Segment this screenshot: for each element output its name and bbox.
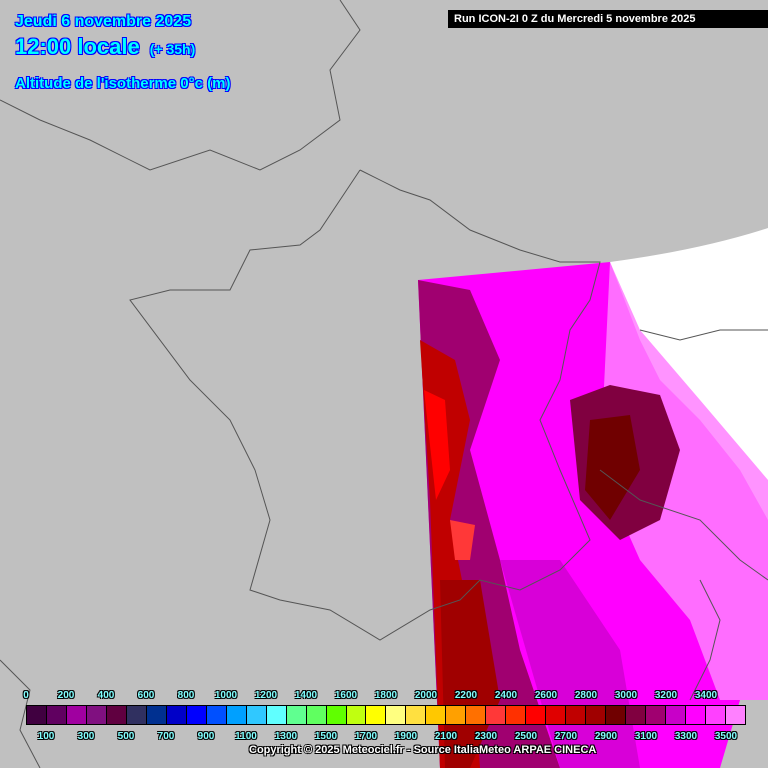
legend-swatch: [566, 706, 587, 724]
legend-label: 1600: [334, 690, 358, 701]
legend-swatch: [27, 706, 47, 724]
legend-swatch: [666, 706, 686, 724]
legend-swatch: [586, 706, 607, 724]
legend-swatch: [346, 706, 367, 724]
legend-label: 2300: [474, 731, 498, 742]
local-time: 12:00 locale: [15, 34, 140, 59]
legend-label: 800: [177, 690, 195, 701]
legend-swatch: [66, 706, 87, 724]
legend-label: 1100: [235, 731, 257, 742]
legend-label: 900: [197, 731, 215, 742]
legend-label: 3300: [674, 731, 698, 742]
forecast-time: 12:00 locale (+ 35h): [15, 34, 195, 60]
legend-swatch: [685, 706, 706, 724]
lead-time: (+ 35h): [149, 41, 196, 57]
legend-swatch: [705, 706, 726, 724]
legend-swatch: [126, 706, 147, 724]
legend-swatch: [106, 706, 127, 724]
legend-label: 1700: [354, 731, 378, 742]
legend-swatch: [486, 706, 507, 724]
legend-label: 1500: [314, 731, 338, 742]
legend-swatch: [306, 706, 327, 724]
legend-swatch: [466, 706, 487, 724]
legend-label: 2100: [434, 731, 458, 742]
legend-label: 3400: [694, 690, 718, 701]
legend-swatch: [166, 706, 187, 724]
forecast-date: Jeudi 6 novembre 2025: [15, 13, 192, 30]
run-label: Run ICON-2I 0 Z du Mercredi 5 novembre 2…: [448, 10, 768, 28]
legend-label: 1000: [214, 690, 238, 701]
legend-swatch: [526, 706, 547, 724]
legend-swatch: [546, 706, 567, 724]
legend-label: 2500: [514, 731, 538, 742]
legend-swatch: [206, 706, 227, 724]
legend-swatch: [725, 706, 745, 724]
legend-label: 3200: [654, 690, 678, 701]
legend-label: 1400: [294, 690, 318, 701]
legend-label: 2800: [574, 690, 598, 701]
legend-label: 3000: [614, 690, 638, 701]
legend-label: 500: [117, 731, 135, 742]
legend-swatch: [146, 706, 167, 724]
legend-label: 2400: [494, 690, 518, 701]
legend-label: 2200: [454, 690, 478, 701]
legend-swatch: [386, 706, 407, 724]
legend-label: 0: [23, 690, 29, 701]
legend-swatch: [606, 706, 627, 724]
legend-swatch: [46, 706, 67, 724]
legend-label: 3500: [714, 731, 738, 742]
legend-swatch: [646, 706, 666, 724]
legend-label: 2700: [554, 731, 578, 742]
legend-label: 1800: [374, 690, 398, 701]
copyright: Copyright © 2025 Meteociel.fr - Source I…: [249, 744, 597, 756]
legend-swatch: [246, 706, 267, 724]
legend-label: 100: [37, 731, 55, 742]
parameter-title: Altitude de l'isotherme 0°c (m): [15, 75, 231, 92]
legend-swatch: [446, 706, 467, 724]
legend-swatch: [186, 706, 207, 724]
legend-swatch: [426, 706, 447, 724]
legend-swatch: [366, 706, 387, 724]
legend-swatch: [506, 706, 527, 724]
legend-swatch: [326, 706, 347, 724]
legend-label: 2900: [594, 731, 618, 742]
legend-label: 3100: [634, 731, 658, 742]
legend-label: 200: [57, 690, 75, 701]
legend-label: 2600: [534, 690, 558, 701]
color-legend: [26, 705, 746, 725]
model-field: [418, 262, 768, 768]
legend-label: 600: [137, 690, 155, 701]
legend-label: 1200: [254, 690, 278, 701]
legend-swatch: [626, 706, 647, 724]
legend-swatch: [286, 706, 307, 724]
legend-label: 1300: [274, 731, 298, 742]
legend-label: 700: [157, 731, 175, 742]
legend-swatch: [266, 706, 287, 724]
legend-swatch: [406, 706, 427, 724]
legend-label: 300: [77, 731, 95, 742]
legend-label: 2000: [414, 690, 438, 701]
legend-label: 400: [97, 690, 115, 701]
legend-swatch: [86, 706, 107, 724]
legend-label: 1900: [394, 731, 418, 742]
legend-swatch: [226, 706, 247, 724]
